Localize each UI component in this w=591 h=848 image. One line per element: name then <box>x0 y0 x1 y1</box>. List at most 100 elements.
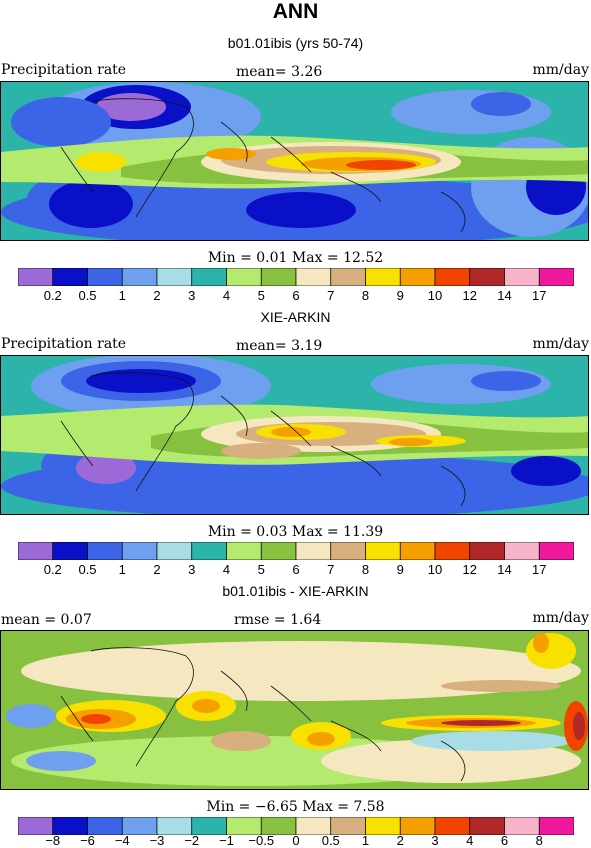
colorbar-swatch <box>365 542 401 560</box>
map-band <box>206 148 256 160</box>
colorbar-tick-label: −3 <box>149 833 165 848</box>
colorbar-tick-label: 5 <box>257 288 265 303</box>
map-band <box>573 712 585 740</box>
colorbar-tick-label: 14 <box>497 288 512 303</box>
map-band <box>76 452 136 484</box>
colorbar-tick-label: 12 <box>462 288 477 303</box>
map-band <box>26 751 96 771</box>
colorbar-swatch <box>87 268 123 286</box>
panel-3-map <box>0 630 589 790</box>
colorbar-swatch <box>121 542 158 560</box>
map-band <box>96 93 166 121</box>
map-band <box>49 180 133 228</box>
colorbar-swatch <box>538 542 574 560</box>
colorbar-swatch <box>87 542 123 560</box>
map-band <box>441 720 521 726</box>
colorbar-swatch <box>330 268 366 286</box>
map-band <box>211 731 271 751</box>
coastline <box>220 121 466 233</box>
colorbar-tick-label: 7 <box>327 288 335 303</box>
colorbar-swatch <box>504 817 540 835</box>
colorbar-swatch <box>365 817 401 835</box>
colorbar-swatch <box>156 268 193 286</box>
colorbar-tick-label: 4 <box>466 833 474 848</box>
colorbar-swatch <box>434 268 471 286</box>
colorbar-tick-label: 8 <box>361 288 370 303</box>
colorbar-swatch <box>156 542 193 560</box>
colorbar-swatch <box>399 542 436 560</box>
colorbar-swatch <box>121 268 158 286</box>
colorbar-swatch <box>504 542 540 560</box>
colorbar-tick-label: 4 <box>222 562 231 577</box>
panel-1-variable-label: Precipitation rate <box>1 62 127 78</box>
panel-3-mean-label: mean = 0.07 <box>1 612 92 628</box>
panel-2-mean-label: mean= 3.19 <box>236 338 323 354</box>
colorbar-tick-label: 0.2 <box>43 562 62 577</box>
colorbar-tick-label: −2 <box>184 833 200 848</box>
colorbar-swatch <box>295 268 332 286</box>
colorbar-tick-label: −8 <box>45 833 61 848</box>
colorbar-swatch <box>260 268 297 286</box>
coastline <box>220 395 466 507</box>
colorbar-swatch <box>399 817 436 835</box>
panel-1-colorbar <box>18 268 574 286</box>
colorbar-tick-label: −4 <box>114 833 130 848</box>
panel-3-units-label: mm/day <box>532 610 590 626</box>
colorbar-tick-label: 2 <box>396 833 404 848</box>
colorbar-swatch <box>538 817 574 835</box>
map-band <box>441 680 561 692</box>
colorbar-tick-label: 10 <box>427 562 443 577</box>
map-band <box>21 641 581 701</box>
colorbar-tick-label: 17 <box>532 562 547 577</box>
colorbar-tick-label: 10 <box>427 288 443 303</box>
colorbar-swatch <box>365 268 401 286</box>
colorbar-swatch <box>260 542 297 560</box>
colorbar-tick-label: 6 <box>500 833 509 848</box>
colorbar-swatch <box>52 542 88 560</box>
coastline <box>220 670 466 782</box>
colorbar-tick-label: 4 <box>222 288 231 303</box>
colorbar-swatch <box>469 268 505 286</box>
panel-2-colorbar <box>18 542 574 560</box>
map-band <box>346 160 416 170</box>
panel-2-title: XIE-ARKIN <box>260 309 331 325</box>
map-band <box>76 152 126 172</box>
panel-2-units-label: mm/day <box>532 336 590 352</box>
colorbar-swatch <box>399 268 436 286</box>
colorbar-tick-label: 3 <box>188 562 196 577</box>
map-band <box>81 714 111 724</box>
main-title: ANN <box>272 0 319 23</box>
colorbar-swatch <box>434 542 471 560</box>
colorbar-swatch <box>191 268 227 286</box>
colorbar-tick-label: 8 <box>361 562 370 577</box>
map-band <box>471 92 531 116</box>
coastline <box>60 372 194 492</box>
panel-2-stats: Min = 0.03 Max = 11.39 <box>207 524 384 540</box>
colorbar-tick-label: 0.5 <box>78 288 97 303</box>
panel-1-title: b01.01ibis (yrs 50-74) <box>227 35 364 51</box>
colorbar-tick-label: 2 <box>153 562 161 577</box>
panel-3-map-svg <box>1 631 588 789</box>
colorbar-swatch <box>18 542 54 560</box>
map-band <box>271 427 311 437</box>
map-band <box>411 731 571 751</box>
colorbar-swatch <box>434 817 471 835</box>
panel-2-variable-label: Precipitation rate <box>1 336 127 352</box>
colorbar-tick-label: 17 <box>532 288 547 303</box>
panel-1-units-label: mm/day <box>532 62 590 78</box>
coastline <box>60 647 194 767</box>
colorbar-swatch <box>469 542 505 560</box>
colorbar-tick-label: 9 <box>396 288 404 303</box>
colorbar-tick-label: −1 <box>219 833 234 848</box>
colorbar-tick-label: 8 <box>535 833 543 848</box>
map-band <box>533 633 549 653</box>
map-band <box>221 443 301 459</box>
map-band <box>526 633 576 669</box>
colorbar-tick-label: −6 <box>80 833 95 848</box>
map-band <box>11 97 111 147</box>
panel-1-colorbar-svg <box>18 268 574 286</box>
colorbar-swatch <box>504 268 540 286</box>
colorbar-tick-label: 0.5 <box>78 562 97 577</box>
colorbar-tick-label: 0.5 <box>321 833 340 848</box>
colorbar-swatch <box>538 268 574 286</box>
